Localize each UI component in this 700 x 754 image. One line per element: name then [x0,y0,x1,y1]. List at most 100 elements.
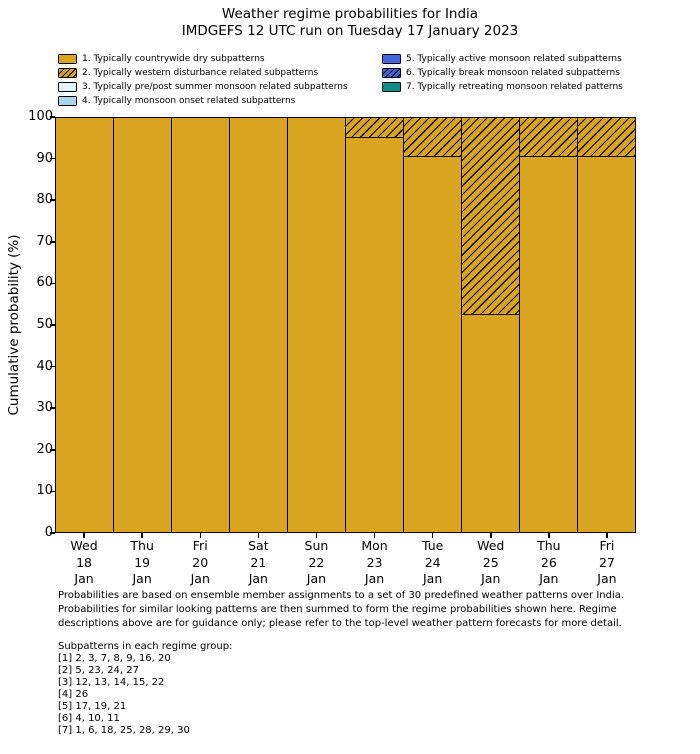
x-tick-line: Wed [70,538,98,553]
chart-title: Weather regime probabilities for India [221,6,479,22]
bar-segment [578,118,635,158]
y-tick-label: 40 [36,358,53,374]
legend-swatch [382,82,401,92]
legend-swatch [58,68,77,78]
footnote-line: Probabilities are based on ensemble memb… [58,590,625,601]
bar-segment [172,118,229,532]
y-tick-mark [50,282,55,285]
x-tick-line: Sun [304,538,329,553]
x-tick-line: Jan [190,571,210,586]
subpattern-line: [7] 1, 6, 18, 25, 28, 29, 30 [58,725,190,736]
bar-segment [462,315,519,532]
x-tick-line: Thu [130,538,154,553]
y-tick-label: 100 [28,109,53,124]
bar-segment [404,157,461,532]
y-tick-mark [50,241,55,243]
x-tick-line: Jan [597,571,617,586]
legend-swatch [58,82,77,92]
x-tick-mark [606,533,608,538]
legend-item: 6. Typically break monsoon related subpa… [382,66,623,80]
x-tick-label: Fri 20 Jan [171,538,229,588]
x-tick-line: 22 [308,554,325,570]
bar-segment [462,118,519,316]
x-tick-label: Fri 27 Jan [578,538,636,588]
x-tick-line: Sat [248,538,269,553]
y-tick-mark [50,490,55,493]
x-tick-line: 20 [192,554,209,570]
bar-segment [520,118,577,158]
bar [171,118,229,532]
bar [403,118,461,532]
bar-segment [578,157,635,532]
bar-segment [346,137,403,532]
legend-label: 3. Typically pre/post summer monsoon rel… [82,82,348,92]
subpattern-line: [1] 2, 3, 7, 8, 9, 16, 20 [58,653,171,664]
y-tick-label: 80 [36,192,53,208]
bar [519,118,577,532]
x-tick-line: 26 [540,554,557,570]
x-tick-line: 24 [424,554,441,570]
bar [461,118,519,532]
x-tick-mark [315,533,318,538]
subpattern-line: [5] 17, 19, 21 [58,701,127,712]
x-tick-label: Sun 22 Jan [287,538,345,588]
legend-item: 4. Typically monsoon onset related subpa… [58,94,348,108]
legend-label: 6. Typically break monsoon related subpa… [406,68,620,78]
legend-swatch [58,96,77,106]
subpattern-line: [2] 5, 23, 24, 27 [58,665,139,676]
x-tick-line: 19 [134,554,151,570]
x-tick-mark [141,533,143,538]
x-tick-label: Thu 19 Jan [113,538,171,588]
legend-swatch [382,54,401,64]
bar [113,118,171,532]
x-tick-line: Mon [361,538,388,553]
x-tick-mark [257,533,260,538]
bar [577,118,635,532]
bar [229,118,287,532]
y-tick-mark [50,449,55,451]
bar-segment [346,118,403,138]
x-tick-line: Jan [306,571,327,586]
y-tick-label: 30 [36,400,53,416]
x-tick-line: Wed [477,538,505,553]
x-tick-label: Wed 18 Jan [55,538,113,588]
bar [287,118,345,532]
x-tick-line: Tue [421,538,444,553]
legend-label: 7. Typically retreating monsoon related … [406,82,623,92]
x-tick-mark [199,533,201,538]
x-tick-line: 23 [366,554,383,570]
footnote: Probabilities are based on ensemble memb… [58,589,624,631]
legend-label: 4. Typically monsoon onset related subpa… [82,96,296,106]
y-tick-mark [50,407,55,409]
x-tick-line: Jan [248,571,268,586]
legend-swatch [382,68,401,78]
subpatterns-heading: Subpatterns in each regime group: [58,641,233,652]
x-tick-mark [548,533,550,538]
x-tick-label: Thu 26 Jan [520,538,578,588]
y-tick-label: 0 [44,525,53,540]
x-tick-line: Jan [423,571,443,586]
legend-item: 5. Typically active monsoon related subp… [382,52,623,66]
x-tick-line: Fri [599,538,615,553]
x-tick-line: Fri [192,538,208,553]
x-tick-label: Mon 23 Jan [346,538,404,588]
subpatterns-lines: [1] 2, 3, 7, 8, 9, 16, 20 [2] 5, 23, 24, … [58,653,232,737]
legend-item: 1. Typically countrywide dry subpatterns [58,52,348,66]
legend-item: 3. Typically pre/post summer monsoon rel… [58,80,348,94]
x-tick-label: Tue 24 Jan [404,538,462,588]
x-tick-line: 27 [598,554,615,570]
bar-segment [520,157,577,532]
subpattern-line: [4] 26 [58,689,89,700]
x-tick-line: Jan [74,571,94,586]
y-tick-mark [50,532,55,534]
y-tick-label: 10 [36,483,53,499]
x-tick-line: Jan [481,571,501,586]
chart-subtitle: IMDGEFS 12 UTC run on Tuesday 17 January… [181,23,519,39]
x-tick-mark [83,533,85,538]
bar-segment [288,118,345,532]
bar-segment [114,118,171,532]
legend-column-right: 5. Typically active monsoon related subp… [382,52,623,94]
x-tick-label: Sat 21 Jan [229,538,287,588]
y-tick-label: 70 [36,233,53,249]
